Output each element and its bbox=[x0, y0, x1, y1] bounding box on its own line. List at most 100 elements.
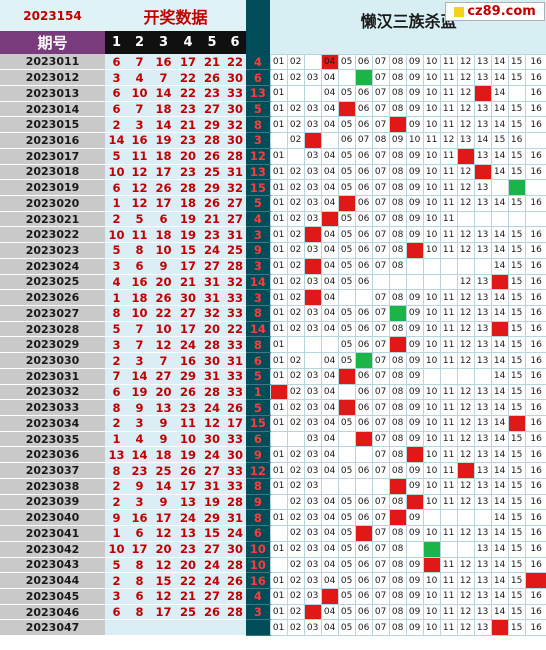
kill-blue-cell: 03 bbox=[303, 179, 322, 196]
kill-blue-cell: 11 bbox=[439, 194, 458, 212]
red-ball: 8 bbox=[105, 399, 128, 417]
blue-ball: 9 bbox=[246, 446, 271, 464]
kill-blue-cell: 09 bbox=[405, 305, 424, 322]
kill-blue-cell: 11 bbox=[439, 305, 458, 322]
kill-blue-cell: 11 bbox=[439, 603, 458, 621]
table-row: 2023045 3 6 12 21 27 28 4 01 02 03 05 06 07 08 09 10 11 12… bbox=[0, 587, 546, 605]
kill-blue-cell: 11 bbox=[439, 100, 458, 118]
kill-blue-cell: 02 bbox=[286, 210, 305, 228]
kill-blue-highlight bbox=[422, 540, 441, 558]
kill-blue-cell: 03 bbox=[303, 194, 322, 212]
red-ball: 13 bbox=[176, 494, 200, 511]
red-ball: 9 bbox=[151, 431, 176, 448]
kill-blue-cell: 12 bbox=[456, 430, 475, 448]
site-logo[interactable]: cz89.com bbox=[445, 2, 546, 21]
kill-blue-cell: 16 bbox=[524, 540, 546, 558]
kill-blue-cell: 08 bbox=[388, 53, 407, 71]
kill-blue-cell: 02 bbox=[286, 415, 305, 432]
kill-blue-cell: 06 bbox=[354, 572, 373, 589]
kill-blue-cell bbox=[269, 525, 288, 542]
table-row: 2023036 13 14 18 19 24 30 9 01 02 03 04 07 08 10 11 12 13… bbox=[0, 446, 546, 464]
kill-blue-cell: 12 bbox=[456, 556, 475, 574]
kill-blue-cell: 11 bbox=[439, 415, 458, 432]
red-ball: 26 bbox=[200, 148, 224, 165]
red-ball: 17 bbox=[176, 478, 200, 495]
kill-blue-cell: 11 bbox=[439, 163, 458, 181]
issue-number: 2023033 bbox=[0, 399, 105, 417]
table-row: 2023028 5 7 10 17 20 22 14 01 02 03 04 05 06 07 08 09 10 1… bbox=[0, 320, 546, 338]
kill-blue-cell: 10 bbox=[422, 430, 441, 448]
kill-blue-cell: 03 bbox=[303, 525, 322, 542]
kill-blue-cell: 15 bbox=[507, 257, 526, 275]
kill-blue-cell: 13 bbox=[473, 446, 492, 464]
kill-blue-highlight bbox=[405, 493, 424, 511]
kill-blue-cell: 16 bbox=[524, 53, 546, 71]
blue-ball: 8 bbox=[246, 116, 271, 134]
red-ball: 30 bbox=[200, 431, 224, 448]
kill-blue-highlight bbox=[490, 273, 509, 291]
red-ball: 7 bbox=[128, 54, 151, 71]
red-ball: 18 bbox=[151, 446, 176, 464]
kill-blue-cell: 03 bbox=[303, 415, 322, 432]
blue-ball: 5 bbox=[246, 195, 271, 212]
kill-blue-cell: 16 bbox=[524, 226, 546, 244]
red-ball: 33 bbox=[224, 478, 247, 495]
kill-blue-highlight bbox=[456, 462, 475, 479]
kill-blue-cell: 05 bbox=[337, 116, 356, 134]
kill-blue-cell: 04 bbox=[320, 273, 339, 291]
kill-blue-cell: 08 bbox=[388, 367, 407, 385]
kill-blue-cell: 11 bbox=[439, 352, 458, 369]
kill-blue-cell: 06 bbox=[354, 116, 373, 134]
kill-blue-cell: 13 bbox=[473, 305, 492, 322]
blue-ball: 3 bbox=[246, 604, 271, 621]
kill-blue-cell: 07 bbox=[371, 572, 390, 589]
kill-blue-cell: 04 bbox=[320, 69, 339, 86]
red-ball: 6 bbox=[105, 54, 128, 71]
issue-number: 2023011 bbox=[0, 54, 105, 71]
kill-blue-cell bbox=[286, 147, 305, 165]
table-row: 2023038 2 9 14 17 31 33 8 01 02 03 09 10 11 12 13 14 15 16 bbox=[0, 477, 546, 495]
red-ball: 24 bbox=[200, 557, 224, 574]
kill-blue-cell bbox=[422, 257, 441, 275]
red-ball: 5 bbox=[128, 211, 151, 228]
kill-blue-cell: 11 bbox=[439, 399, 458, 417]
kill-blue-cell: 02 bbox=[286, 587, 305, 605]
red-ball: 30 bbox=[200, 352, 224, 369]
kill-blue-cell: 03 bbox=[303, 242, 322, 259]
kill-blue-cell: 16 bbox=[524, 446, 546, 464]
kill-blue-cell: 04 bbox=[320, 289, 339, 306]
kill-blue-cell: 16 bbox=[524, 383, 546, 401]
kill-blue-cell: 04 bbox=[320, 430, 339, 448]
kill-blue-cell: 05 bbox=[337, 415, 356, 432]
red-ball: 11 bbox=[128, 226, 151, 244]
kill-blue-cell: 03 bbox=[303, 540, 322, 558]
red-ball: 26 bbox=[200, 604, 224, 621]
kill-blue-cell: 06 bbox=[354, 540, 373, 558]
kill-blue-cell: 09 bbox=[388, 132, 407, 149]
red-ball bbox=[224, 619, 247, 637]
kill-blue-cell: 02 bbox=[286, 242, 305, 259]
kill-blue-cell: 05 bbox=[337, 257, 356, 275]
kill-blue-cell: 02 bbox=[286, 69, 305, 86]
red-ball: 4 bbox=[105, 274, 128, 291]
kill-blue-cell: 10 bbox=[422, 603, 441, 621]
issue-number: 2023045 bbox=[0, 588, 105, 605]
red-ball: 32 bbox=[224, 179, 247, 196]
kill-blue-cell: 15 bbox=[507, 116, 526, 134]
kill-blue-cell: 03 bbox=[303, 509, 322, 527]
kill-blue-cell: 02 bbox=[286, 399, 305, 417]
kill-blue-cell: 15 bbox=[507, 619, 526, 637]
kill-blue-cell: 12 bbox=[456, 289, 475, 306]
red-ball: 28 bbox=[200, 336, 224, 354]
kill-blue-cell: 11 bbox=[439, 525, 458, 542]
kill-blue-cell: 07 bbox=[371, 163, 390, 181]
kill-blue-cell: 01 bbox=[269, 100, 288, 118]
issue-number: 2023013 bbox=[0, 85, 105, 102]
kill-blue-cell: 05 bbox=[337, 84, 356, 102]
kill-blue-cell: 05 bbox=[337, 462, 356, 479]
kill-blue-cell: 02 bbox=[286, 179, 305, 196]
kill-blue-cell: 16 bbox=[507, 132, 526, 149]
kill-blue-cell: 02 bbox=[286, 226, 305, 244]
kill-blue-cell: 07 bbox=[371, 100, 390, 118]
kill-blue-cell: 07 bbox=[371, 53, 390, 71]
